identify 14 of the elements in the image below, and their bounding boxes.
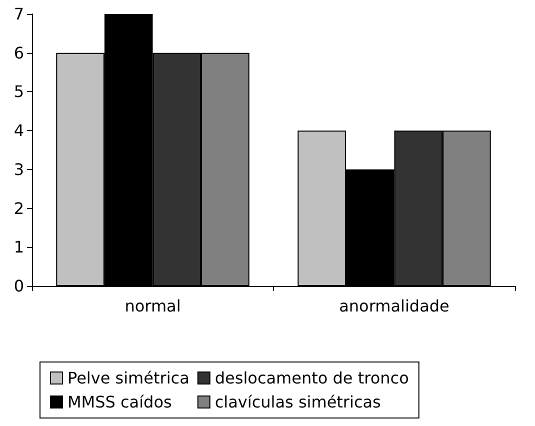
- y-tick-label: 1: [14, 238, 24, 257]
- x-tick-label: anormalidade: [339, 296, 450, 316]
- y-tick-label: 5: [14, 82, 24, 102]
- legend-label: clavículas simétricas: [214, 392, 381, 412]
- y-tick-label: 3: [14, 160, 24, 179]
- y-tick-label: 2: [14, 198, 24, 218]
- y-tick-label: 7: [14, 4, 24, 24]
- legend-label: MMSS caídos: [68, 392, 172, 412]
- x-tick-label: normal: [124, 296, 181, 316]
- legend-label: Pelve simétrica: [68, 368, 190, 388]
- y-tick-label: 6: [14, 43, 24, 62]
- y-tick-label: 0: [14, 276, 24, 296]
- y-tick-label: 4: [14, 121, 24, 140]
- legend-label: deslocamento de tronco: [214, 368, 409, 388]
